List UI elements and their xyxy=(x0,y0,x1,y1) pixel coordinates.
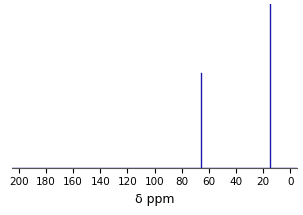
X-axis label: δ ppm: δ ppm xyxy=(135,193,174,206)
